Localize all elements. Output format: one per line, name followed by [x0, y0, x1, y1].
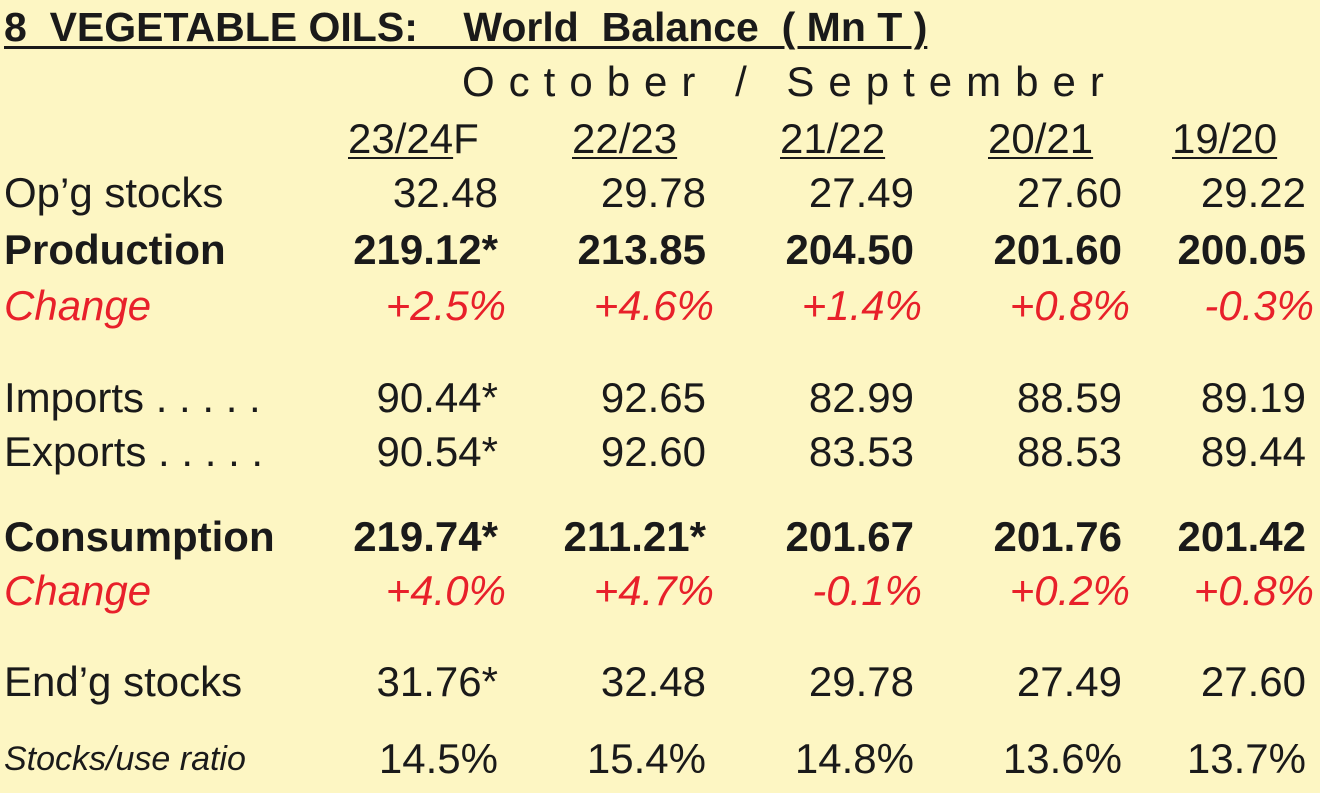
table-cell: +0.8% — [1009, 282, 1130, 329]
table-cell: 92.65 — [600, 374, 706, 421]
period-label: October / September — [462, 58, 1118, 105]
table-cell: 82.99 — [808, 374, 914, 421]
row-label: Production — [4, 226, 226, 273]
row-label: Stocks/use ratio — [4, 740, 246, 778]
table-cell: 32.48 — [392, 169, 498, 216]
table-cell: 83.53 — [808, 428, 914, 475]
table-cell: 213.85 — [577, 226, 706, 273]
table-row-production: Production 219.12* 213.85 204.50 201.60 … — [0, 225, 1320, 275]
table-cell: +4.0% — [385, 567, 506, 614]
row-label: Op’g stocks — [4, 169, 224, 216]
row-label: Change — [4, 282, 152, 329]
table-cell: -0.3% — [1204, 282, 1314, 329]
table-cell: +4.6% — [593, 282, 714, 329]
column-header-year: 21/22 — [780, 115, 886, 162]
table-cell: 200.05 — [1177, 226, 1306, 273]
table-cell: 31.76* — [376, 658, 498, 705]
column-header-suffix: F — [453, 115, 479, 162]
table-row-production-change: Change +2.5% +4.6% +1.4% +0.8% -0.3% — [0, 281, 1320, 331]
table-row-opening-stocks: Op’g stocks 32.48 29.78 27.49 27.60 29.2… — [0, 168, 1320, 218]
table-cell: 88.59 — [1016, 374, 1122, 421]
column-header-year: 19/20 — [1172, 115, 1278, 162]
table-cell: 90.44* — [376, 374, 498, 421]
table-cell: +1.4% — [801, 282, 922, 329]
table-cell: 32.48 — [600, 658, 706, 705]
table-cell: 29.78 — [600, 169, 706, 216]
page-title: 8 VEGETABLE OILS: World Balance ( Mn T ) — [4, 4, 928, 50]
table-cell: 14.8% — [794, 735, 914, 782]
table-cell: 211.21* — [563, 513, 707, 560]
table-cell: 204.50 — [785, 226, 914, 273]
column-header-22-23: 22/23 — [572, 114, 677, 164]
table-row-imports: Imports . . . . . 90.44* 92.65 82.99 88.… — [0, 373, 1320, 423]
table-row-exports: Exports . . . . . 90.54* 92.60 83.53 88.… — [0, 427, 1320, 477]
table-cell: 201.67 — [785, 513, 914, 560]
column-header-21-22: 21/22 — [780, 114, 885, 164]
table-cell: 89.19 — [1200, 374, 1306, 421]
table-cell: 201.76 — [993, 513, 1122, 560]
table-cell: -0.1% — [812, 567, 922, 614]
column-header-19-20: 19/20 — [1172, 114, 1277, 164]
row-label: Exports . . . . . — [4, 428, 264, 475]
table-row-consumption: Consumption 219.74* 211.21* 201.67 201.7… — [0, 512, 1320, 562]
table-cell: 29.78 — [808, 658, 914, 705]
table-cell: 15.4% — [586, 735, 706, 782]
row-label: Consumption — [4, 513, 275, 560]
table-cell: 201.42 — [1177, 513, 1306, 560]
table-cell: 13.6% — [1002, 735, 1122, 782]
column-header-year: 23/24 — [348, 115, 454, 162]
table-cell: 27.60 — [1200, 658, 1306, 705]
table-cell: +2.5% — [385, 282, 506, 329]
table-cell: +4.7% — [593, 567, 714, 614]
table-cell: 27.49 — [1016, 658, 1122, 705]
table-cell: 92.60 — [600, 428, 706, 475]
table-cell: 29.22 — [1200, 169, 1306, 216]
table-row-consumption-change: Change +4.0% +4.7% -0.1% +0.2% +0.8% — [0, 566, 1320, 616]
table-row-stocks-use-ratio: Stocks/use ratio 14.5% 15.4% 14.8% 13.6%… — [0, 734, 1320, 784]
table-cell: +0.2% — [1009, 567, 1130, 614]
table-cell: 90.54* — [376, 428, 498, 475]
column-header-20-21: 20/21 — [988, 114, 1093, 164]
column-header-year: 20/21 — [988, 115, 1094, 162]
table-cell: 27.49 — [808, 169, 914, 216]
row-label: Imports . . . . . — [4, 374, 261, 421]
row-label: End’g stocks — [4, 658, 243, 705]
table-cell: +0.8% — [1193, 567, 1314, 614]
table-cell: 13.7% — [1186, 735, 1306, 782]
table-cell: 201.60 — [993, 226, 1122, 273]
table-cell: 219.12* — [353, 226, 498, 273]
table-cell: 27.60 — [1016, 169, 1122, 216]
row-label: Change — [4, 567, 152, 614]
table-cell: 219.74* — [353, 513, 498, 560]
table-cell: 89.44 — [1200, 428, 1306, 475]
table-cell: 14.5% — [378, 735, 498, 782]
column-header-year: 22/23 — [572, 115, 678, 162]
table-cell: 88.53 — [1016, 428, 1122, 475]
table-row-ending-stocks: End’g stocks 31.76* 32.48 29.78 27.49 27… — [0, 657, 1320, 707]
column-header-23-24: 23/24F — [348, 114, 479, 164]
